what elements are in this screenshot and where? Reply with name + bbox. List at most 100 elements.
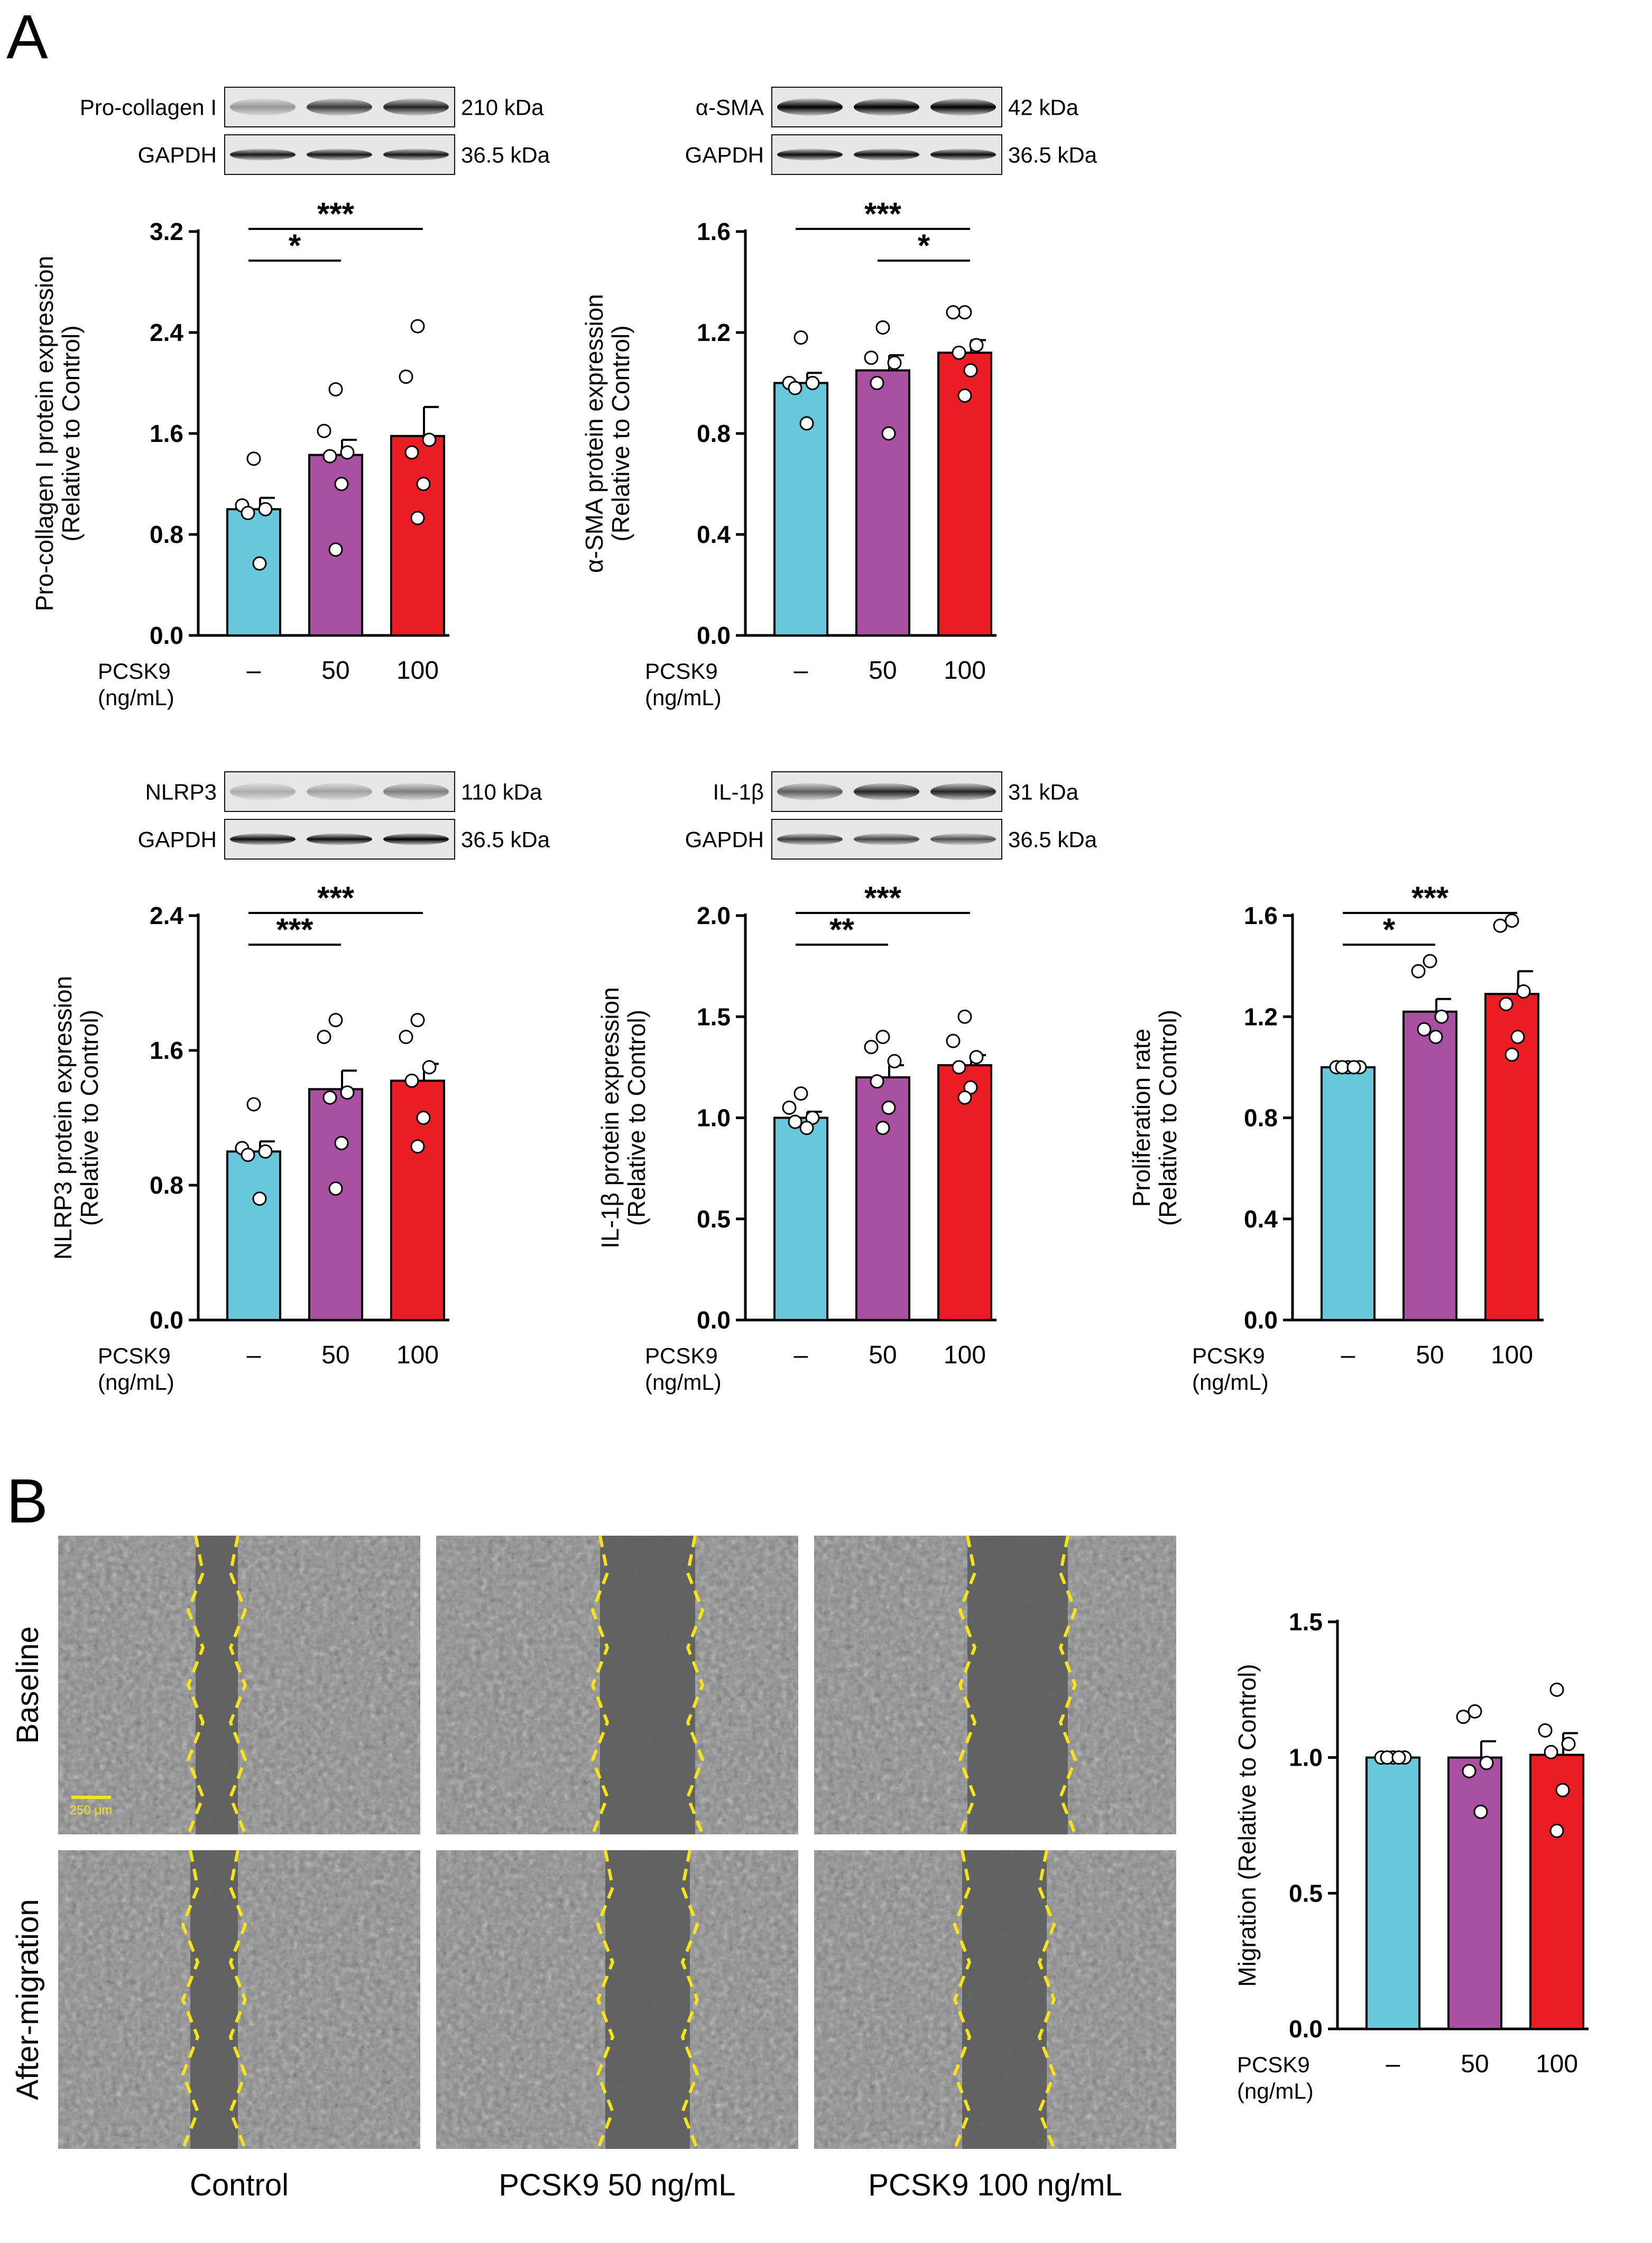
blot-band: [930, 149, 996, 161]
data-point: [1493, 918, 1508, 933]
treatment-unit: (ng/mL): [98, 685, 174, 710]
data-point: [1456, 1710, 1471, 1724]
y-tick-label: 2.0: [697, 902, 731, 929]
data-point: [782, 1100, 797, 1115]
y-tick-label: 2.4: [150, 902, 183, 929]
significance-label: ***: [317, 196, 355, 232]
y-tick-label: 1.6: [1244, 902, 1278, 929]
y-tick-label: 3.2: [150, 218, 183, 245]
data-point: [788, 1114, 802, 1129]
data-point: [252, 1192, 267, 1206]
y-axis-title: Proliferation rate: [1128, 1029, 1155, 1207]
wound-edge: [181, 1850, 200, 2150]
blot-kda-protein: 31 kDa: [1008, 780, 1079, 805]
blot-band: [383, 98, 449, 116]
scratch-image: [814, 1535, 1176, 1835]
data-point: [416, 477, 431, 491]
blot-band: [230, 833, 296, 845]
y-axis-subtitle: (Relative to Control): [607, 325, 634, 541]
significance-label: *: [289, 228, 301, 263]
row-label: After-migration: [11, 1899, 45, 2100]
y-tick-label: 1.2: [697, 319, 731, 346]
data-point: [1505, 1047, 1519, 1062]
category-label: –: [1341, 1341, 1355, 1369]
panel-a-letter: A: [6, 2, 48, 72]
bar-charts: 0.0 0.8 1.6 2.4 3.2 Pro-collagen I protein ex…: [31, 196, 1589, 2103]
data-point: [870, 1074, 884, 1089]
data-point: [952, 1060, 966, 1075]
data-point: [246, 1097, 261, 1112]
blot-kda-loading: 36.5 kDa: [1008, 143, 1097, 168]
bar: [1484, 993, 1539, 1321]
blot-band: [777, 149, 843, 161]
bar: [390, 435, 445, 637]
data-point: [957, 1090, 972, 1105]
y-axis-title: IL-1β protein expression: [596, 987, 624, 1248]
chart-asma: 0.00.40.81.21.6α-SMA protein expression(…: [580, 196, 996, 710]
y-tick-label: 0.8: [1244, 1104, 1278, 1132]
blot-band: [307, 783, 372, 800]
wound-edge: [1037, 1850, 1056, 2150]
category-label: 100: [1491, 1341, 1533, 1369]
data-point: [258, 502, 273, 516]
treatment-unit: (ng/mL): [645, 685, 722, 710]
y-tick-label: 1.5: [1289, 1608, 1323, 1636]
blot-band: [930, 783, 996, 800]
treatment-label: PCSK9: [98, 1343, 171, 1368]
data-point: [410, 1013, 425, 1028]
blot-band: [777, 783, 843, 800]
data-point: [328, 1181, 343, 1196]
scratch-image: [436, 1850, 798, 2150]
data-point: [805, 376, 820, 390]
blot-band: [854, 98, 919, 116]
category-label: –: [247, 657, 261, 685]
data-point: [1505, 913, 1519, 928]
wound-edge: [1058, 1535, 1077, 1835]
data-point: [870, 376, 884, 390]
data-point: [969, 1050, 984, 1065]
y-tick-label: 0.0: [697, 622, 731, 649]
data-point: [399, 1030, 413, 1044]
blot-band: [777, 833, 843, 845]
data-point: [957, 305, 972, 320]
data-point: [1417, 1022, 1432, 1037]
data-point: [957, 388, 972, 403]
wound-gap: [190, 1850, 238, 2149]
y-tick-label: 0.8: [697, 420, 731, 447]
scratch-assay-grid: 250 μm Baseline After-migration Control PCSK…: [11, 1535, 1176, 2202]
scale-bar-label: 250 μm: [70, 1803, 113, 1817]
data-point: [963, 363, 978, 378]
blot-label-protein: Pro-collagen I: [80, 95, 217, 120]
data-point: [887, 1054, 902, 1068]
data-point: [1411, 964, 1426, 979]
treatment-unit: (ng/mL): [1192, 1370, 1269, 1395]
data-point: [1423, 954, 1437, 968]
data-point: [881, 1100, 896, 1115]
category-label: –: [1386, 2050, 1400, 2078]
blot-kda-loading: 36.5 kDa: [461, 827, 550, 852]
blot-band: [777, 98, 843, 116]
data-point: [258, 1144, 273, 1159]
data-point: [241, 505, 255, 520]
blot-label-loading: GAPDH: [685, 143, 764, 168]
chart-proliferation: 0.0 0.4 0.8 1.2 1.6 Proliferation rate(Relati…: [1128, 880, 1544, 1395]
data-point: [416, 1111, 431, 1125]
bar: [773, 1116, 828, 1321]
bar: [855, 1076, 910, 1321]
bar: [1529, 1753, 1584, 2030]
data-point: [410, 511, 425, 525]
blot-label-loading: GAPDH: [138, 143, 217, 168]
blot-band: [383, 833, 449, 845]
blot-label-loading: GAPDH: [685, 827, 764, 852]
data-point: [340, 1085, 355, 1100]
wound-edge: [953, 1850, 972, 2150]
treatment-label: PCSK9: [1192, 1343, 1265, 1368]
chart-procollagen: 0.0 0.8 1.6 2.4 3.2 Pro-collagen I protein ex…: [31, 196, 449, 710]
y-axis-subtitle: (Relative to Control): [76, 1010, 103, 1226]
data-point: [241, 1148, 255, 1162]
bar: [1447, 1756, 1502, 2030]
data-point: [317, 423, 331, 438]
data-point: [952, 345, 966, 360]
data-point: [1428, 1030, 1443, 1044]
wound-edge: [228, 1535, 247, 1835]
